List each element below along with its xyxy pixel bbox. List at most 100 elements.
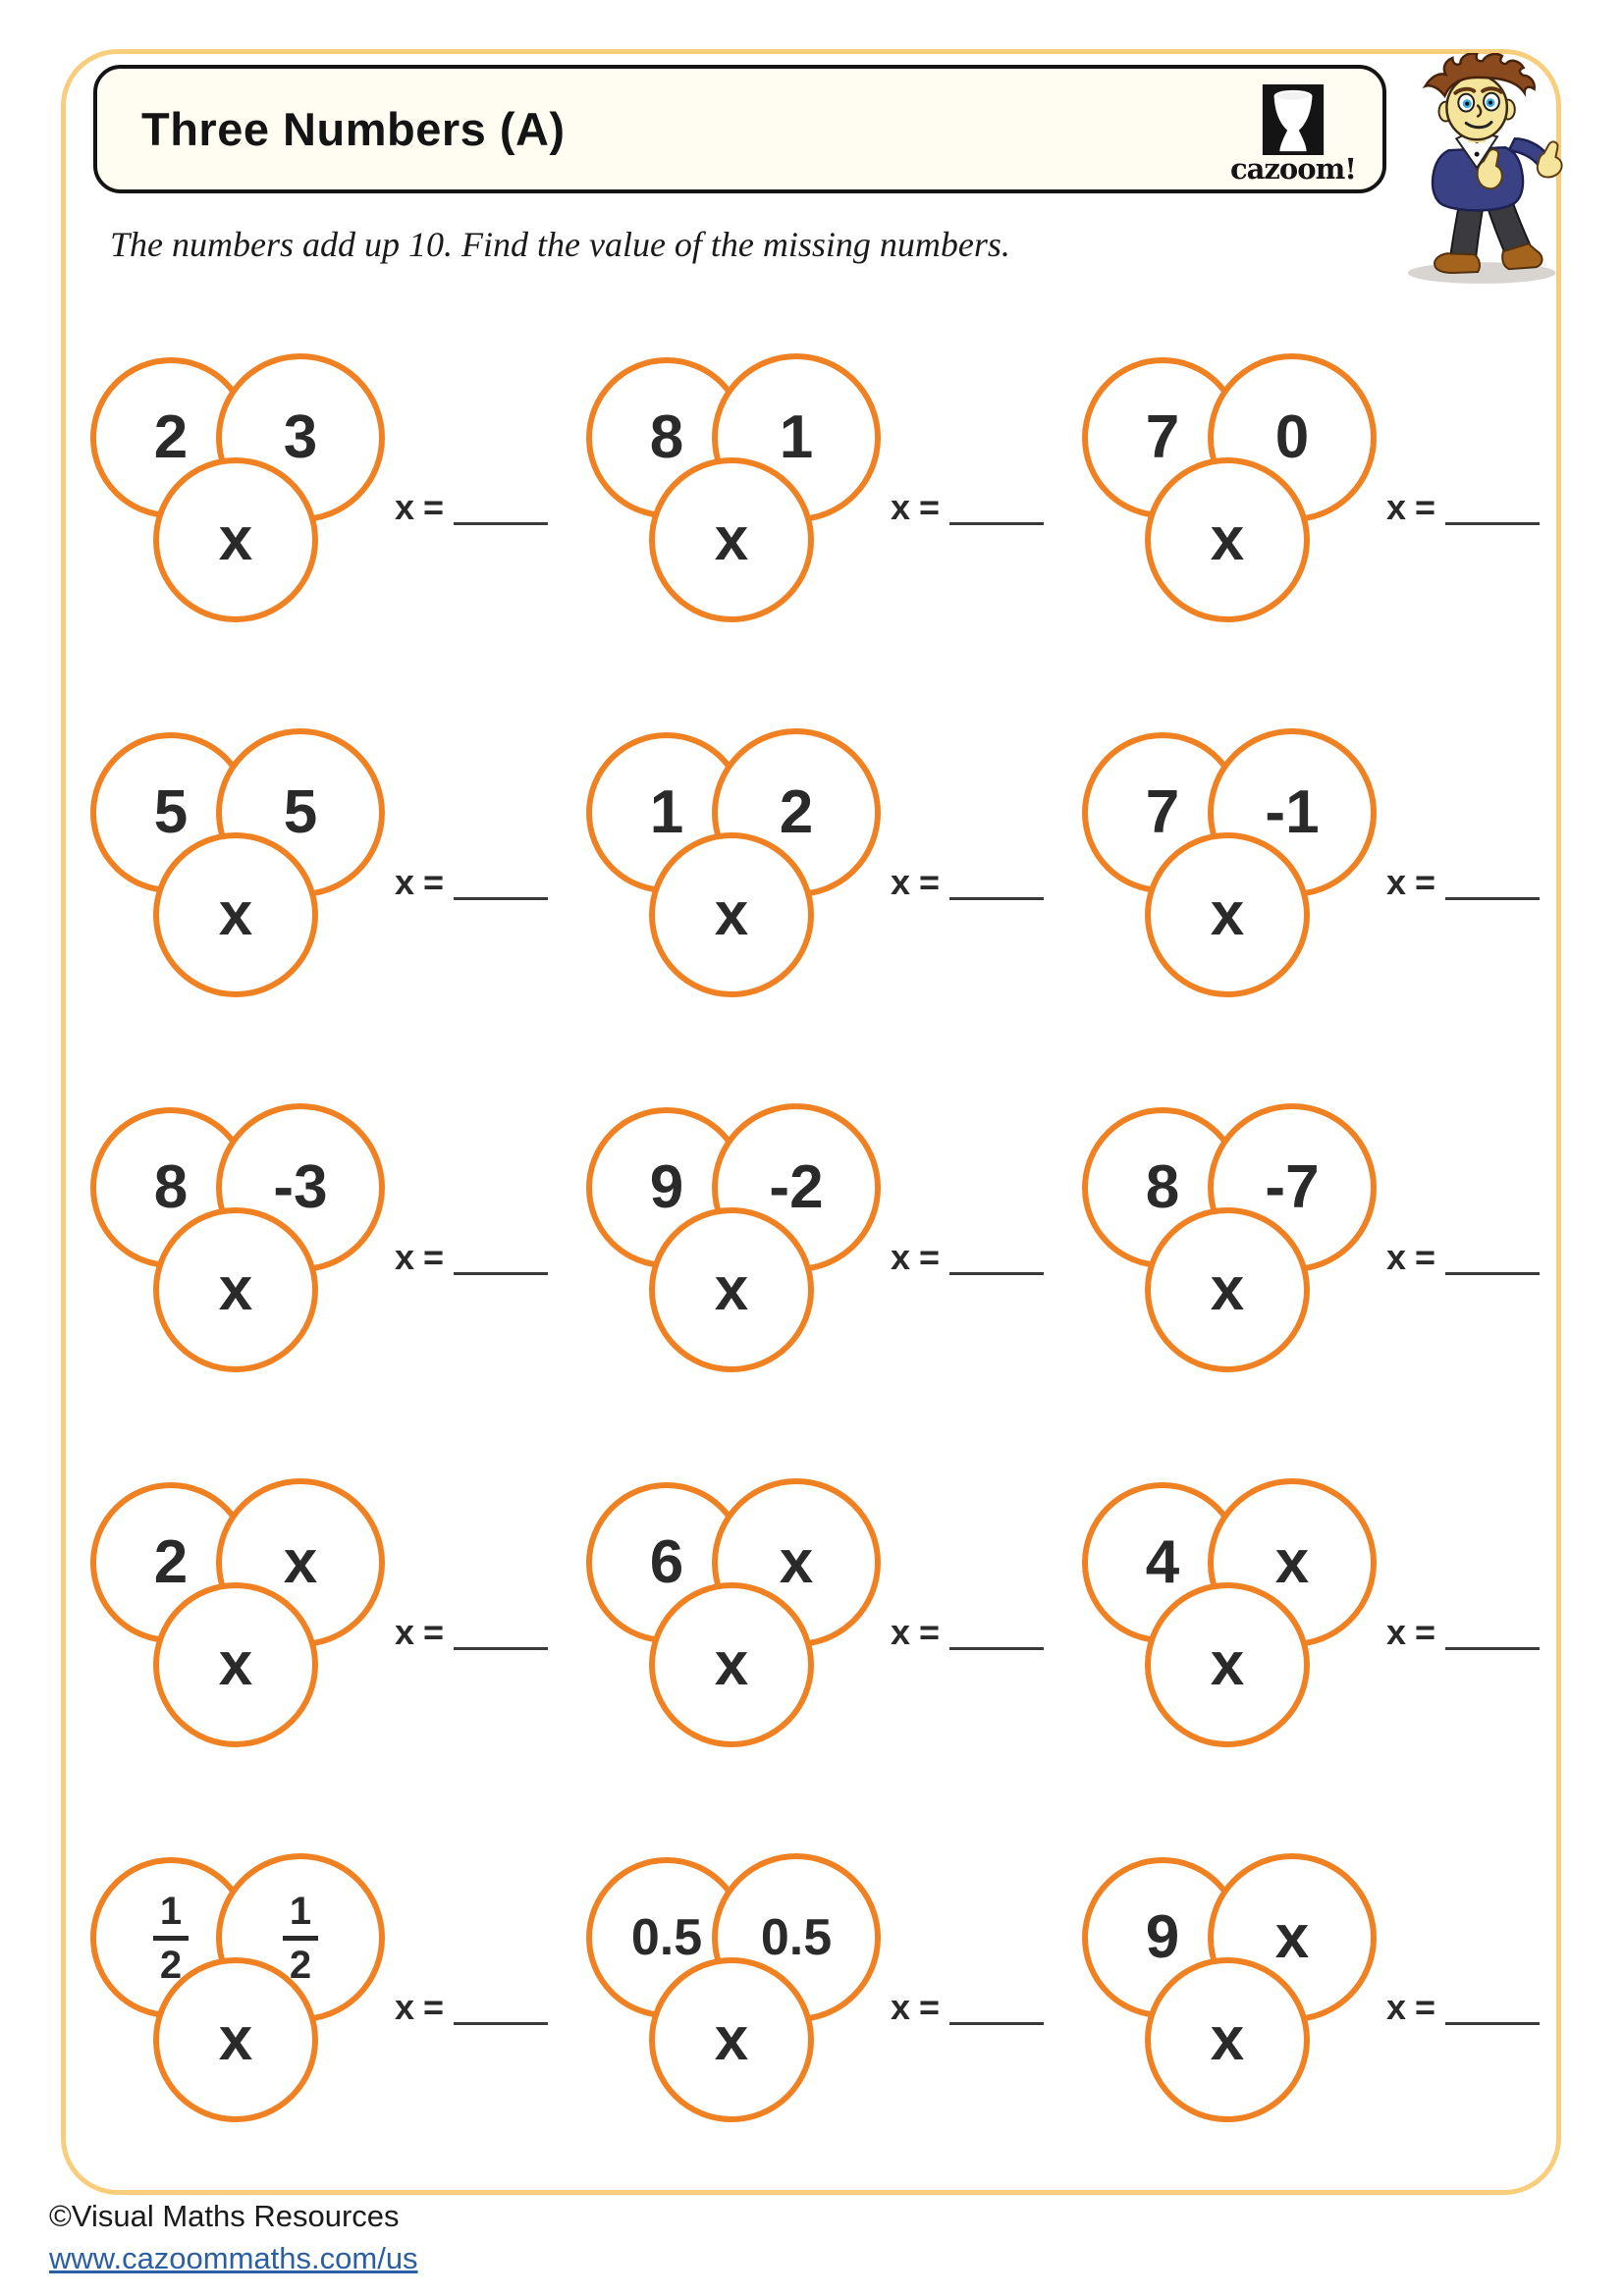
circle-value: 3 xyxy=(283,403,318,471)
answer-equals: = xyxy=(1415,487,1436,527)
circle-value: -3 xyxy=(273,1153,328,1221)
circle-bottom: x xyxy=(649,832,814,997)
problem-9: 8 -7 x x = xyxy=(1051,1094,1546,1468)
fraction-bar xyxy=(153,1935,189,1941)
circle-bottom: x xyxy=(649,1582,814,1747)
fraction-denominator: 2 xyxy=(289,1943,312,1987)
circle-value: 7 xyxy=(1145,778,1180,846)
answer-x-label: x xyxy=(395,1987,415,2027)
answer-x-label: x xyxy=(395,487,415,527)
circle-bottom: x xyxy=(1145,457,1310,622)
answer-x-label: x xyxy=(1386,1237,1407,1277)
circle-bottom: x xyxy=(153,832,318,997)
circle-value: x xyxy=(218,881,253,948)
problem-8: 9 -2 x x = xyxy=(555,1094,1051,1468)
circle-value: 8 xyxy=(649,403,684,471)
circle-value: 8 xyxy=(153,1153,189,1221)
problem-4: 5 5 x x = xyxy=(59,719,555,1094)
answer-x-label: x xyxy=(1386,487,1407,527)
circle-value: x xyxy=(218,2005,253,2073)
circle-bottom: x xyxy=(649,1207,814,1372)
title-bar: Three Numbers (A) cazoom! xyxy=(93,65,1386,193)
answer-x-label: x xyxy=(891,1612,911,1652)
circle-value: 2 xyxy=(153,1528,189,1596)
circle-value: 5 xyxy=(283,778,318,846)
circle-bottom: x xyxy=(649,457,814,622)
website-link[interactable]: www.cazoommaths.com/us xyxy=(49,2241,418,2275)
page-title: Three Numbers (A) xyxy=(141,103,566,155)
fraction-denominator: 2 xyxy=(159,1943,183,1987)
copyright-text: ©Visual Maths Resources xyxy=(49,2199,400,2233)
answer-blank xyxy=(949,858,1045,900)
answer-line: x = xyxy=(395,1233,549,1277)
answer-blank xyxy=(1445,1983,1541,2025)
circle-value: 8 xyxy=(1145,1153,1180,1221)
answer-equals: = xyxy=(423,862,445,902)
circle-bottom: x xyxy=(153,1957,318,2122)
fraction-numerator: 1 xyxy=(159,1889,183,1933)
circle-bottom: x xyxy=(1145,1207,1310,1372)
answer-blank xyxy=(949,1983,1045,2025)
problem-12: 4 x x x = xyxy=(1051,1468,1546,1843)
answer-x-label: x xyxy=(395,1612,415,1652)
answer-blank xyxy=(1445,1608,1541,1650)
circle-value: x xyxy=(1274,1903,1310,1971)
circle-value: 0.5 xyxy=(630,1909,703,1966)
answer-line: x = xyxy=(395,1983,549,2027)
circle-value: x xyxy=(218,1255,253,1323)
circle-value: x xyxy=(1210,1255,1245,1323)
circle-value: 6 xyxy=(649,1528,684,1596)
circle-value: 9 xyxy=(649,1153,684,1221)
boy-thumbs-up-mascot xyxy=(1407,53,1563,284)
answer-line: x = xyxy=(891,483,1045,527)
page-border xyxy=(61,49,1561,2195)
circle-value: 2 xyxy=(779,778,814,846)
answer-equals: = xyxy=(919,862,941,902)
circle-value: x xyxy=(714,1255,749,1323)
circle-value: x xyxy=(779,1528,814,1596)
answer-line: x = xyxy=(395,858,549,902)
answer-blank xyxy=(454,858,549,900)
answer-line: x = xyxy=(891,858,1045,902)
answer-line: x = xyxy=(891,1608,1045,1652)
answer-x-label: x xyxy=(1386,1987,1407,2027)
answer-blank xyxy=(949,483,1045,525)
circle-value: 1 xyxy=(649,778,684,846)
circle-value: 7 xyxy=(1145,403,1180,471)
answer-line: x = xyxy=(891,1233,1045,1277)
circle-bottom: x xyxy=(1145,1582,1310,1747)
answer-blank xyxy=(454,1608,549,1650)
circle-value: 4 xyxy=(1145,1528,1180,1596)
problem-6: 7 -1 x x = xyxy=(1051,719,1546,1094)
circle-value: -7 xyxy=(1265,1153,1320,1221)
answer-equals: = xyxy=(919,1612,941,1652)
circle-value: x xyxy=(714,2005,749,2073)
answer-x-label: x xyxy=(891,487,911,527)
answer-equals: = xyxy=(423,487,445,527)
answer-equals: = xyxy=(1415,1237,1436,1277)
answer-equals: = xyxy=(919,1987,941,2027)
answer-equals: = xyxy=(919,1237,941,1277)
answer-equals: = xyxy=(919,487,941,527)
answer-x-label: x xyxy=(1386,862,1407,902)
circle-value: 2 xyxy=(153,403,189,471)
answer-blank xyxy=(454,1983,549,2025)
circle-value: 1 xyxy=(779,403,814,471)
answer-x-label: x xyxy=(891,862,911,902)
logo-brand: cazoom! xyxy=(1229,152,1357,186)
circle-bottom: x xyxy=(1145,1957,1310,2122)
circle-value: x xyxy=(1274,1528,1310,1596)
circle-value: x xyxy=(283,1528,318,1596)
circle-value: x xyxy=(714,1630,749,1698)
answer-equals: = xyxy=(423,1237,445,1277)
answer-blank xyxy=(1445,483,1541,525)
answer-blank xyxy=(454,1233,549,1275)
answer-blank xyxy=(1445,858,1541,900)
answer-equals: = xyxy=(1415,862,1436,902)
footer: ©Visual Maths Resources www.cazoommaths.… xyxy=(49,2199,418,2276)
problem-2: 8 1 x x = xyxy=(555,344,1051,719)
answer-x-label: x xyxy=(1386,1612,1407,1652)
problems-grid: 2 3 x x = 8 1 x x = 7 0 x x = 5 5 x x = 1 2 x x = 7 -1 x x = 8 -3 x x = 9 -2… xyxy=(59,344,1546,2218)
circle-value: 5 xyxy=(153,778,189,846)
